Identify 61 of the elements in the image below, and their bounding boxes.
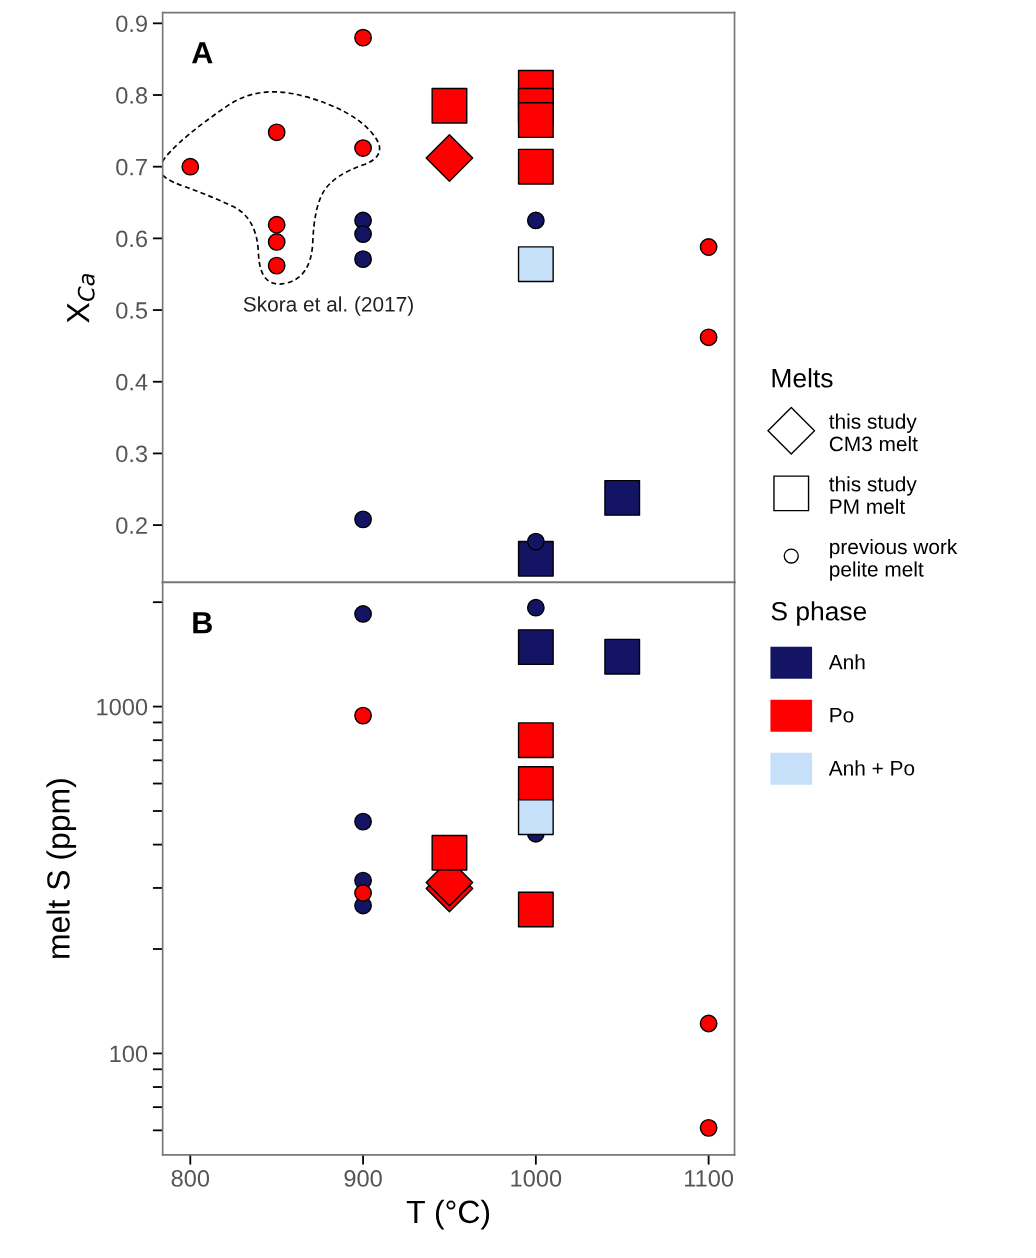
x-tick-label: 1100	[685, 1170, 734, 1187]
x-axis-title: T (°C)	[406, 1199, 490, 1230]
point	[181, 157, 200, 176]
point	[699, 238, 718, 256]
y-tick-label: 100	[110, 1045, 148, 1063]
legend-label: Po	[830, 708, 854, 723]
point	[267, 123, 286, 142]
point	[526, 598, 545, 617]
point	[267, 256, 286, 275]
legend-label: Anh	[828, 654, 865, 670]
annotation: Skora et al. (2017)	[243, 296, 413, 316]
text: this study CM3 melt	[829, 413, 918, 452]
point	[354, 706, 372, 725]
y-tick-label: 0.5	[116, 302, 148, 319]
point	[267, 233, 286, 251]
point	[354, 605, 372, 623]
text: this study PM melt	[829, 476, 917, 514]
legend-title: Melts	[772, 368, 833, 388]
point	[526, 532, 545, 551]
annotation: B	[193, 612, 212, 634]
point	[354, 250, 372, 269]
y-tick-label: 1000	[97, 698, 148, 716]
x-tick-label: 800	[171, 1170, 210, 1187]
y-tick-label: 0.6	[116, 230, 148, 248]
point	[699, 328, 718, 347]
point	[431, 87, 468, 124]
point	[354, 28, 372, 47]
legend-label: Anh + Po	[828, 760, 915, 776]
point	[354, 884, 372, 902]
point	[517, 722, 554, 759]
point	[604, 638, 641, 675]
point	[354, 812, 372, 831]
point	[699, 1118, 718, 1137]
legend-title: S phase	[771, 601, 867, 626]
point	[517, 148, 554, 185]
y-tick-label: 0.9	[116, 15, 147, 33]
annotation: A	[192, 42, 213, 64]
text: previous work pelite melt	[830, 538, 958, 581]
point	[431, 834, 468, 871]
point	[517, 891, 554, 928]
point	[517, 629, 554, 666]
y-tick-label: 0.8	[116, 87, 148, 104]
y-tick-label: 0.4	[116, 373, 148, 391]
point	[354, 510, 372, 529]
point	[425, 134, 474, 183]
point	[517, 102, 554, 139]
point	[526, 211, 545, 230]
y-axis-title: X$_{Ca}$	[67, 274, 95, 323]
x-tick-label: 1000	[511, 1170, 562, 1187]
y-tick-label: 0.7	[116, 158, 147, 176]
point	[517, 799, 554, 836]
point	[604, 479, 641, 516]
x-tick-label: 900	[344, 1170, 382, 1187]
y-axis-title: melt S (ppm)	[46, 779, 77, 958]
point	[354, 139, 372, 157]
point	[354, 225, 372, 243]
y-tick-label: 0.3	[116, 445, 148, 463]
y-tick-label: 0.2	[116, 517, 147, 534]
point	[267, 215, 286, 234]
point	[517, 246, 554, 283]
point	[699, 1014, 718, 1033]
